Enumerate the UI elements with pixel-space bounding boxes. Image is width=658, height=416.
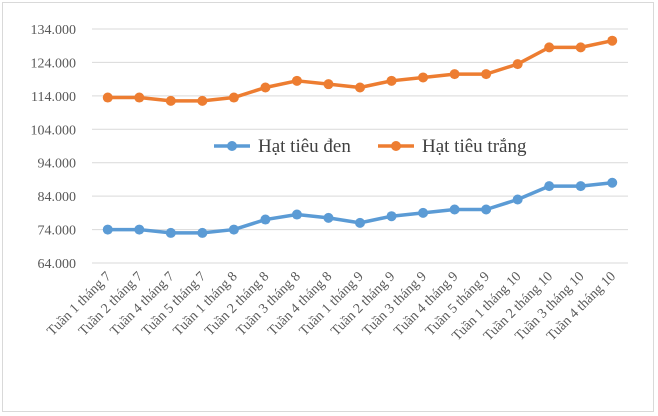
data-point bbox=[418, 72, 429, 83]
gridlines bbox=[92, 28, 628, 264]
data-point bbox=[481, 204, 492, 215]
y-axis: 64.000 74.000 84.000 94.000 104.000 114.000 12… bbox=[31, 23, 77, 272]
y-tick-label: 84.000 bbox=[38, 190, 77, 205]
data-point bbox=[355, 82, 365, 93]
y-tick-label: 94.000 bbox=[38, 157, 77, 172]
y-tick-label: 134.000 bbox=[31, 23, 77, 38]
data-point bbox=[291, 209, 302, 220]
data-point bbox=[102, 92, 113, 103]
data-point bbox=[197, 95, 208, 106]
data-point bbox=[575, 42, 586, 53]
y-tick-label: 64.000 bbox=[38, 257, 77, 272]
data-point bbox=[544, 181, 555, 192]
data-point bbox=[449, 69, 460, 80]
data-point bbox=[197, 227, 208, 238]
data-point bbox=[323, 79, 334, 90]
data-point bbox=[418, 207, 429, 218]
data-point bbox=[134, 224, 145, 235]
y-tick-label: 114.000 bbox=[31, 90, 76, 105]
data-point bbox=[481, 69, 492, 80]
data-point bbox=[165, 95, 176, 106]
data-point bbox=[260, 214, 271, 225]
chart-frame bbox=[2, 2, 654, 412]
data-point bbox=[323, 212, 334, 223]
data-point bbox=[512, 59, 523, 70]
y-tick-label: 124.000 bbox=[31, 56, 77, 71]
data-point bbox=[228, 92, 239, 103]
legend-marker bbox=[391, 141, 401, 151]
legend-marker bbox=[227, 141, 237, 151]
data-point bbox=[355, 217, 365, 228]
data-point bbox=[228, 224, 239, 235]
data-point bbox=[512, 194, 523, 205]
data-point bbox=[386, 75, 397, 86]
data-point bbox=[386, 211, 397, 222]
data-point bbox=[102, 224, 113, 235]
data-point bbox=[165, 227, 176, 238]
data-point bbox=[607, 177, 618, 188]
data-point bbox=[607, 35, 618, 46]
legend: Hạt tiêu đen Hạt tiêu trắng bbox=[214, 136, 527, 157]
data-point bbox=[544, 42, 555, 53]
y-tick-label: 74.000 bbox=[38, 224, 77, 239]
data-point bbox=[291, 75, 302, 86]
data-point bbox=[575, 181, 586, 192]
series-group bbox=[102, 35, 618, 238]
legend-label: Hạt tiêu đen bbox=[258, 136, 351, 157]
data-point bbox=[449, 204, 460, 215]
y-tick-label: 104.000 bbox=[31, 123, 77, 138]
data-point bbox=[134, 92, 145, 103]
legend-label: Hạt tiêu trắng bbox=[422, 136, 527, 157]
data-point bbox=[260, 82, 271, 93]
